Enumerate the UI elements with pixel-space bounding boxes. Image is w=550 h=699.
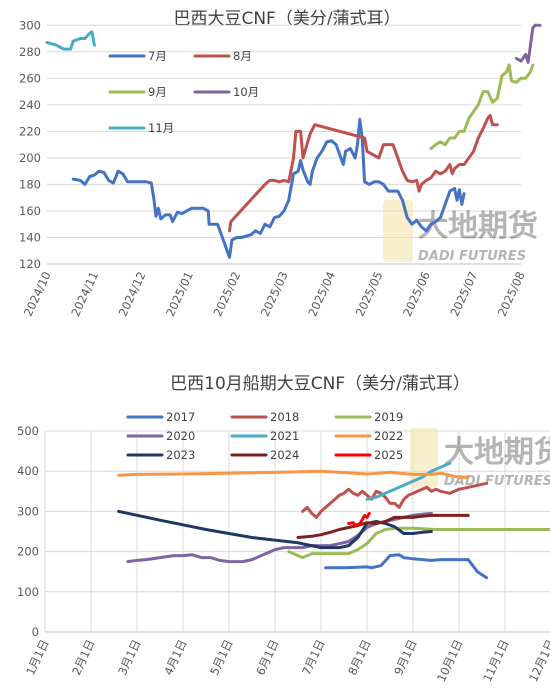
y-tick-label: 160 [19,204,41,218]
x-tick-label: 2025/02 [210,269,243,318]
x-tick-label: 2025/05 [353,269,386,318]
series-line-8月 [228,114,499,233]
legend-label: 2019 [374,410,403,424]
x-tick-label: 5月1日 [207,637,236,677]
x-tick-label: 3月1日 [115,637,144,677]
legend-label: 2024 [270,448,299,462]
chart-1-legend: 7月 8月 9月 10月 11月 [108,49,259,135]
chart-2: 巴西10月船期大豆CNF（美分/蒲式耳） 0 100 200 300 400 500 1月… [17,374,550,684]
legend-label: 2021 [270,429,299,443]
chart-2-x-tick-labels: 1月1日 2月1日 3月1日 4月1日 5月1日 6月1日 7月1日 8月1日 9月1日 10月1… [23,637,550,684]
y-tick-label: 240 [19,98,41,112]
x-tick-label: 1月1日 [23,637,52,677]
legend-label: 7月 [148,49,167,63]
chart-2-legend: 2017 2018 2019 2020 2021 2022 2023 2024 2025 [126,410,403,462]
x-tick-label: 11月1日 [480,637,512,684]
legend-label: 11月 [148,121,174,135]
x-tick-label: 2025/01 [163,269,196,318]
x-tick-label: 4月1日 [161,637,190,677]
legend-label: 8月 [233,49,252,63]
chart-1: 巴西大豆CNF（美分/蒲式耳） 120 140 160 180 200 220 240 260… [19,9,542,319]
series-line-10月 [514,23,542,64]
legend-label: 2020 [166,429,195,443]
watermark-logo-shape [410,428,438,488]
y-tick-label: 300 [19,18,41,32]
legend-label: 2025 [374,448,403,462]
legend-label: 2023 [166,448,195,462]
chart-2-watermark: 大地期货 DADI FUTURES [410,428,550,489]
x-tick-label: 8月1日 [345,637,374,677]
series-line-2023 [117,509,433,550]
x-tick-label: 2025/08 [495,269,528,318]
series-line-7月 [71,117,466,259]
x-tick-label: 2月1日 [69,637,98,677]
y-tick-label: 500 [17,424,39,438]
x-tick-label: 12月1日 [526,637,550,684]
x-tick-label: 2025/04 [305,269,338,318]
x-tick-label: 2025/07 [447,269,480,318]
series-line-2021 [365,461,452,501]
y-tick-label: 300 [17,504,39,518]
x-tick-label: 2025/03 [258,269,291,318]
chart-1-title: 巴西大豆CNF（美分/蒲式耳） [173,9,400,29]
x-tick-label: 9月1日 [391,637,420,677]
series-line-2022 [117,469,470,479]
y-tick-label: 200 [17,545,39,559]
x-tick-label: 6月1日 [253,637,282,677]
legend-label: 9月 [148,85,167,99]
legend-label: 2017 [166,410,195,424]
watermark-cn: 大地期货 [418,209,538,244]
legend-label: 2018 [270,410,299,424]
y-tick-label: 400 [17,464,39,478]
y-tick-label: 180 [19,177,41,191]
y-tick-label: 100 [17,585,39,599]
watermark-en: DADI FUTURES [418,249,526,264]
x-tick-label: 2024/11 [68,269,101,318]
y-tick-label: 200 [19,151,41,165]
series-line-11月 [45,30,96,51]
chart-2-gridlines [44,430,550,633]
chart-2-title: 巴西10月船期大豆CNF（美分/蒲式耳） [170,374,470,394]
watermark-cn: 大地期货 [444,435,550,470]
series-line-2025 [347,511,371,527]
y-tick-label: 220 [19,124,41,138]
watermark-en: DADI FUTURES [444,474,550,489]
y-tick-label: 120 [19,257,41,271]
legend-label: 10月 [233,85,259,99]
series-line-2019 [287,526,550,560]
chart-2-series [117,461,550,580]
series-line-2017 [324,553,489,580]
series-line-9月 [429,63,535,151]
x-tick-label: 2024/10 [21,269,54,318]
x-tick-label: 10月1日 [434,637,466,684]
chart-1-x-tick-labels: 2024/10 2024/11 2024/12 2025/01 2025/02 2025/… [21,269,528,318]
y-tick-label: 140 [19,230,41,244]
x-tick-label: 2024/12 [116,269,149,318]
chart-1-watermark: 大地期货 DADI FUTURES [383,200,538,264]
chart-1-gridlines [47,24,521,265]
x-tick-label: 7月1日 [299,637,328,677]
legend-label: 2022 [374,429,403,443]
watermark-logo-shape [383,200,413,262]
y-tick-label: 0 [32,625,39,639]
x-tick-label: 2025/06 [400,269,433,318]
chart-2-y-tick-labels: 0 100 200 300 400 500 [17,424,39,639]
y-tick-label: 280 [19,45,41,59]
series-line-2024 [296,513,470,539]
chart-1-series [45,23,542,259]
y-tick-label: 260 [19,71,41,85]
chart-1-y-tick-labels: 120 140 160 180 200 220 240 260 280 300 [19,18,41,271]
